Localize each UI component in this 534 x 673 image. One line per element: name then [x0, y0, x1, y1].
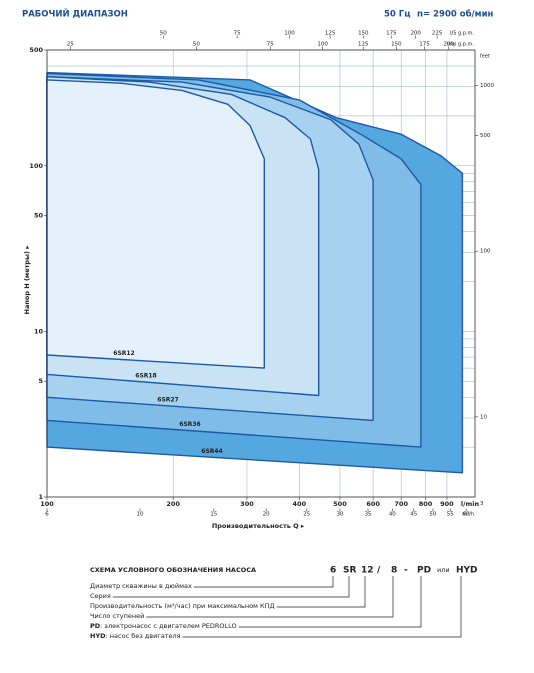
secondary-x-tick-label: 75 [267, 42, 274, 48]
secondary-x-tick-label: 150 [358, 31, 369, 37]
secondary-x-tick-label: 35 [365, 512, 372, 518]
leader-line [112, 576, 350, 598]
designation-text: Число ступеней [90, 612, 144, 620]
secondary-x-tick-label: 200 [444, 42, 455, 48]
x-tick-label: 800 [419, 500, 433, 508]
x-axis-label: Производительность Q ▸ [212, 522, 305, 530]
x-tick-label: 700 [394, 500, 408, 508]
series-label: 6SR12 [113, 350, 134, 357]
code-part: SR [343, 566, 356, 576]
designation-text: Серия [90, 592, 111, 600]
secondary-x-unit: US g.p.m. [450, 31, 475, 37]
series-label: 6SR36 [179, 421, 200, 428]
y-tick-label: 1 [38, 493, 43, 501]
designation-line: Диаметр скважины в дюймах [90, 582, 192, 590]
speed: n= 2900 об/мин [417, 9, 494, 20]
designation-line: Число ступеней [90, 612, 144, 620]
designation-text: Диаметр скважины в дюймах [90, 582, 192, 590]
designation-line: Серия [90, 592, 111, 600]
plot-frame [46, 49, 476, 498]
code-part: PD [417, 566, 431, 576]
y-tick-label: 50 [34, 212, 44, 220]
leader-line [238, 576, 422, 628]
leader-line [193, 576, 334, 588]
secondary-x-tick-label: 10 [136, 512, 143, 518]
secondary-x-tick-label: 100 [284, 31, 295, 37]
x-unit: l/min [461, 500, 480, 508]
designation-code: PD [90, 622, 101, 630]
operating-range [46, 79, 265, 369]
x-tick-label: 900 [440, 500, 454, 508]
plot: 6SR126SR186SR276SR366SR44151050100500100… [23, 31, 494, 531]
code-part: / [377, 566, 381, 576]
page-title: РАБОЧИЙ ДИАПАЗОН [22, 8, 128, 20]
code-part: 12 [361, 566, 374, 576]
designation-text: : электронасос с двигателем PEDROLLO [100, 622, 237, 630]
designation-line: PD: электронасос с двигателем PEDROLLO [90, 622, 237, 630]
frequency: 50 Гц [384, 10, 411, 20]
secondary-y-tick-label: 1000 [480, 83, 494, 89]
x-tick-label: 600 [366, 500, 380, 508]
x-tick-label: 300 [240, 500, 254, 508]
secondary-x-tick-label: 40 [389, 512, 396, 518]
secondary-x-tick-label: 50 [429, 512, 436, 518]
secondary-x-tick-label: 45 [410, 512, 417, 518]
designation-line: Производительность (м³/час) при максимал… [90, 602, 275, 610]
y-tick-label: 100 [29, 162, 43, 170]
x-tick-label: 100 [40, 500, 54, 508]
secondary-x-tick-label: 175 [419, 42, 430, 48]
secondary-x-tick-label: 100 [317, 42, 328, 48]
y-tick-label: 500 [29, 46, 43, 54]
secondary-y-tick-label: 10 [480, 414, 487, 420]
secondary-y-tick-label: 100 [480, 249, 491, 255]
designation: СХЕМА УСЛОВНОГО ОБОЗНАЧЕНИЯ НАСОСА 6 SR 12… [90, 566, 478, 641]
secondary-y-unit: feet [480, 54, 490, 60]
code-part: 8 [391, 566, 397, 576]
code-part: HYD [456, 566, 478, 576]
designation-text: : насос без двигателя [106, 632, 181, 640]
secondary-x-tick-label: 125 [358, 42, 369, 48]
secondary-x-tick-label: 6 [45, 512, 49, 518]
leader-line [182, 576, 462, 638]
secondary-x-tick-label: 20 [263, 512, 270, 518]
x-tick-label: 500 [333, 500, 347, 508]
designation-line: HYD: насос без двигателя [90, 632, 181, 640]
secondary-x-tick-label: 50 [160, 31, 167, 37]
x-tick-label: 400 [293, 500, 307, 508]
secondary-x-tick-label: 15 [210, 512, 217, 518]
secondary-x-tick-label: 75 [234, 31, 241, 37]
designation-title: СХЕМА УСЛОВНОГО ОБОЗНАЧЕНИЯ НАСОСА [90, 566, 256, 574]
secondary-x-tick-label: 50 [193, 42, 200, 48]
secondary-x-tick-label: 60 [463, 512, 470, 518]
secondary-x-tick-label: 200 [410, 31, 421, 37]
x-tick-label: 200 [166, 500, 180, 508]
code-part: 6 [330, 566, 336, 576]
designation-code: HYD [90, 632, 106, 640]
secondary-x-tick-label: 225 [432, 31, 443, 37]
y-axis-label: Напор H (метры) ▸ [23, 245, 31, 315]
y-tick-label: 10 [34, 327, 44, 335]
series-label: 6SR27 [157, 396, 178, 403]
leader-line [146, 576, 394, 618]
secondary-x-tick-label: 55 [447, 512, 454, 518]
code-part: или [437, 566, 450, 574]
secondary-x-tick-label: 175 [386, 31, 397, 37]
secondary-x-tick-label: 25 [303, 512, 310, 518]
designation-text: Производительность (м³/час) при максимал… [90, 602, 275, 610]
secondary-x-tick-label: 30 [336, 512, 343, 518]
code-part: - [404, 566, 408, 576]
secondary-x-unit: m³/h [462, 512, 474, 518]
secondary-x-unit: Imp g.p.m. [447, 42, 475, 48]
secondary-x-tick-label: 125 [325, 31, 336, 37]
secondary-x-tick-label: 25 [67, 42, 74, 48]
y-tick-label: 5 [38, 377, 43, 385]
leader-line [276, 576, 366, 608]
secondary-y-tick-label: 500 [480, 133, 491, 139]
series-label: 6SR44 [201, 448, 222, 455]
secondary-x-tick-label: 150 [391, 42, 402, 48]
secondary-y-tick-label: 3 [480, 501, 484, 507]
series-label: 6SR18 [135, 373, 156, 380]
